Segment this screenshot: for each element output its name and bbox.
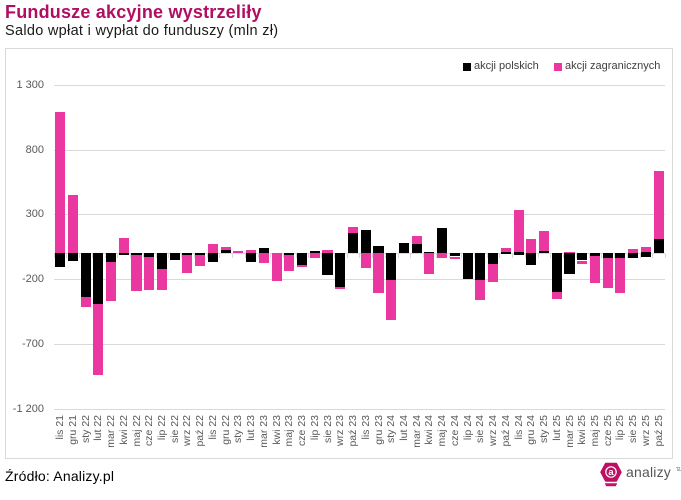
svg-text:a: a xyxy=(608,467,614,478)
